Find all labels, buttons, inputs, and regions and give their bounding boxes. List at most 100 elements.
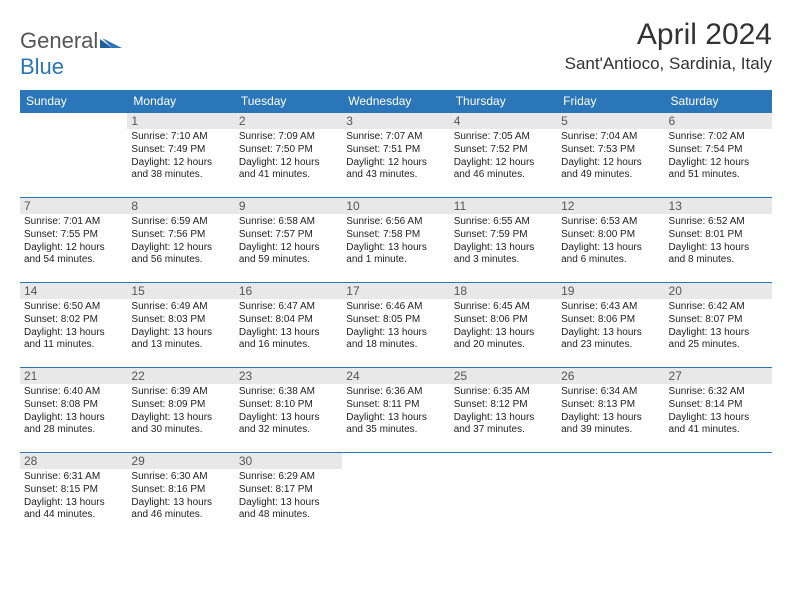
day-number: 19 bbox=[557, 283, 664, 299]
sunrise-line: Sunrise: 6:31 AM bbox=[24, 471, 123, 484]
calendar-cell: 11Sunrise: 6:55 AMSunset: 7:59 PMDayligh… bbox=[450, 198, 557, 283]
location: Sant'Antioco, Sardinia, Italy bbox=[565, 54, 772, 74]
day-number: 30 bbox=[235, 453, 342, 469]
sunset-line: Sunset: 8:04 PM bbox=[239, 314, 338, 327]
sunset-value: 7:58 PM bbox=[383, 229, 420, 240]
calendar-week: 7Sunrise: 7:01 AMSunset: 7:55 PMDaylight… bbox=[20, 198, 772, 283]
sunset-label: Sunset: bbox=[24, 399, 61, 410]
sunrise-line: Sunrise: 6:35 AM bbox=[454, 386, 553, 399]
day-number: 9 bbox=[235, 198, 342, 214]
sunset-line: Sunset: 8:09 PM bbox=[131, 399, 230, 412]
day-number: 15 bbox=[127, 283, 234, 299]
sunrise-line: Sunrise: 6:59 AM bbox=[131, 216, 230, 229]
sunrise-label: Sunrise: bbox=[24, 471, 63, 482]
calendar-cell: 19 Sunrise: 6:43 AMSunset: 8:06 PMDayligh… bbox=[557, 283, 664, 368]
sunrise-value: 6:56 AM bbox=[386, 216, 423, 227]
calendar-table: SundayMondayTuesdayWednesdayThursdayFrid… bbox=[20, 90, 772, 538]
calendar-cell: 6Sunrise: 7:02 AMSunset: 7:54 PMDaylight… bbox=[665, 113, 772, 198]
calendar-cell: 2Sunrise: 7:09 AMSunset: 7:50 PMDaylight… bbox=[235, 113, 342, 198]
daylight-line: Daylight: 13 hours and 35 minutes. bbox=[346, 412, 445, 438]
sunset-value: 8:04 PM bbox=[276, 314, 313, 325]
sunset-label: Sunset: bbox=[24, 229, 61, 240]
calendar-cell bbox=[450, 453, 557, 538]
day-info: Sunrise: 6:45 AMSunset: 8:06 PMDaylight:… bbox=[454, 301, 553, 352]
sunrise-line: Sunrise: 7:01 AM bbox=[24, 216, 123, 229]
sunrise-line: Sunrise: 7:02 AM bbox=[669, 131, 768, 144]
sunset-label: Sunset: bbox=[346, 314, 383, 325]
sunset-value: 7:50 PM bbox=[276, 144, 313, 155]
day-info: Sunrise: 6:43 AMSunset: 8:06 PMDaylight:… bbox=[561, 301, 660, 352]
daylight-label: Daylight: bbox=[346, 412, 388, 423]
sunrise-line: Sunrise: 6:55 AM bbox=[454, 216, 553, 229]
month-title: April 2024 bbox=[565, 18, 772, 52]
daylight-label: Daylight: bbox=[24, 497, 66, 508]
sunset-label: Sunset: bbox=[561, 399, 598, 410]
logo-text-blue: Blue bbox=[20, 54, 64, 79]
day-header: Thursday bbox=[450, 90, 557, 113]
sunset-line: Sunset: 8:06 PM bbox=[561, 314, 660, 327]
sunset-label: Sunset: bbox=[454, 229, 491, 240]
sunset-value: 8:02 PM bbox=[61, 314, 98, 325]
daylight-label: Daylight: bbox=[669, 157, 711, 168]
sunset-label: Sunset: bbox=[346, 229, 383, 240]
day-number: 28 bbox=[20, 453, 127, 469]
day-number: 26 bbox=[557, 368, 664, 384]
sunset-value: 7:55 PM bbox=[61, 229, 98, 240]
sunrise-line: Sunrise: 6:36 AM bbox=[346, 386, 445, 399]
sunrise-label: Sunrise: bbox=[561, 386, 600, 397]
calendar-week: 28 Sunrise: 6:31 AMSunset: 8:15 PMDayligh… bbox=[20, 453, 772, 538]
sunrise-line: Sunrise: 6:43 AM bbox=[561, 301, 660, 314]
sunrise-value: 6:55 AM bbox=[493, 216, 530, 227]
sunset-value: 8:08 PM bbox=[61, 399, 98, 410]
day-info: Sunrise: 7:01 AMSunset: 7:55 PMDaylight:… bbox=[24, 216, 123, 267]
daylight-line: Daylight: 13 hours and 41 minutes. bbox=[669, 412, 768, 438]
sunrise-value: 6:58 AM bbox=[278, 216, 315, 227]
daylight-label: Daylight: bbox=[131, 412, 173, 423]
day-info: Sunrise: 6:34 AMSunset: 8:13 PMDaylight:… bbox=[561, 386, 660, 437]
day-number: 22 bbox=[127, 368, 234, 384]
day-info: Sunrise: 6:36 AMSunset: 8:11 PMDaylight:… bbox=[346, 386, 445, 437]
sunset-value: 8:01 PM bbox=[705, 229, 742, 240]
daylight-line: Daylight: 13 hours and 1 minute. bbox=[346, 242, 445, 268]
calendar-cell: 18Sunrise: 6:45 AMSunset: 8:06 PMDayligh… bbox=[450, 283, 557, 368]
sunset-label: Sunset: bbox=[24, 314, 61, 325]
daylight-label: Daylight: bbox=[561, 327, 603, 338]
calendar-cell bbox=[557, 453, 664, 538]
sunset-label: Sunset: bbox=[669, 144, 706, 155]
day-header: Wednesday bbox=[342, 90, 449, 113]
sunrise-value: 7:10 AM bbox=[171, 131, 208, 142]
calendar-cell: 29Sunrise: 6:30 AMSunset: 8:16 PMDayligh… bbox=[127, 453, 234, 538]
sunset-line: Sunset: 7:53 PM bbox=[561, 144, 660, 157]
calendar-cell: 20Sunrise: 6:42 AMSunset: 8:07 PMDayligh… bbox=[665, 283, 772, 368]
day-info: Sunrise: 6:38 AMSunset: 8:10 PMDaylight:… bbox=[239, 386, 338, 437]
calendar-cell: 28 Sunrise: 6:31 AMSunset: 8:15 PMDayligh… bbox=[20, 453, 127, 538]
daylight-label: Daylight: bbox=[131, 242, 173, 253]
day-info: Sunrise: 6:32 AMSunset: 8:14 PMDaylight:… bbox=[669, 386, 768, 437]
daylight-label: Daylight: bbox=[131, 327, 173, 338]
daylight-label: Daylight: bbox=[454, 327, 496, 338]
calendar-cell: 5Sunrise: 7:04 AMSunset: 7:53 PMDaylight… bbox=[557, 113, 664, 198]
sunset-line: Sunset: 8:08 PM bbox=[24, 399, 123, 412]
calendar-cell: 1Sunrise: 7:10 AMSunset: 7:49 PMDaylight… bbox=[127, 113, 234, 198]
daylight-line: Daylight: 13 hours and 44 minutes. bbox=[24, 497, 123, 523]
daylight-line: Daylight: 13 hours and 23 minutes. bbox=[561, 327, 660, 353]
sunset-value: 7:57 PM bbox=[276, 229, 313, 240]
daylight-line: Daylight: 12 hours and 49 minutes. bbox=[561, 157, 660, 183]
sunrise-value: 6:39 AM bbox=[171, 386, 208, 397]
sunset-value: 7:56 PM bbox=[168, 229, 205, 240]
day-header: Monday bbox=[127, 90, 234, 113]
sunrise-label: Sunrise: bbox=[239, 471, 278, 482]
sunrise-label: Sunrise: bbox=[454, 131, 493, 142]
sunrise-value: 6:36 AM bbox=[386, 386, 423, 397]
sunrise-label: Sunrise: bbox=[239, 131, 278, 142]
sunrise-label: Sunrise: bbox=[131, 301, 170, 312]
daylight-label: Daylight: bbox=[346, 327, 388, 338]
daylight-label: Daylight: bbox=[669, 242, 711, 253]
sunrise-line: Sunrise: 6:30 AM bbox=[131, 471, 230, 484]
sunset-label: Sunset: bbox=[669, 399, 706, 410]
day-info: Sunrise: 7:02 AMSunset: 7:54 PMDaylight:… bbox=[669, 131, 768, 182]
day-info: Sunrise: 7:05 AMSunset: 7:52 PMDaylight:… bbox=[454, 131, 553, 182]
sunrise-value: 6:42 AM bbox=[708, 301, 745, 312]
sunrise-value: 6:34 AM bbox=[601, 386, 638, 397]
day-info: Sunrise: 6:31 AMSunset: 8:15 PMDaylight:… bbox=[24, 471, 123, 522]
